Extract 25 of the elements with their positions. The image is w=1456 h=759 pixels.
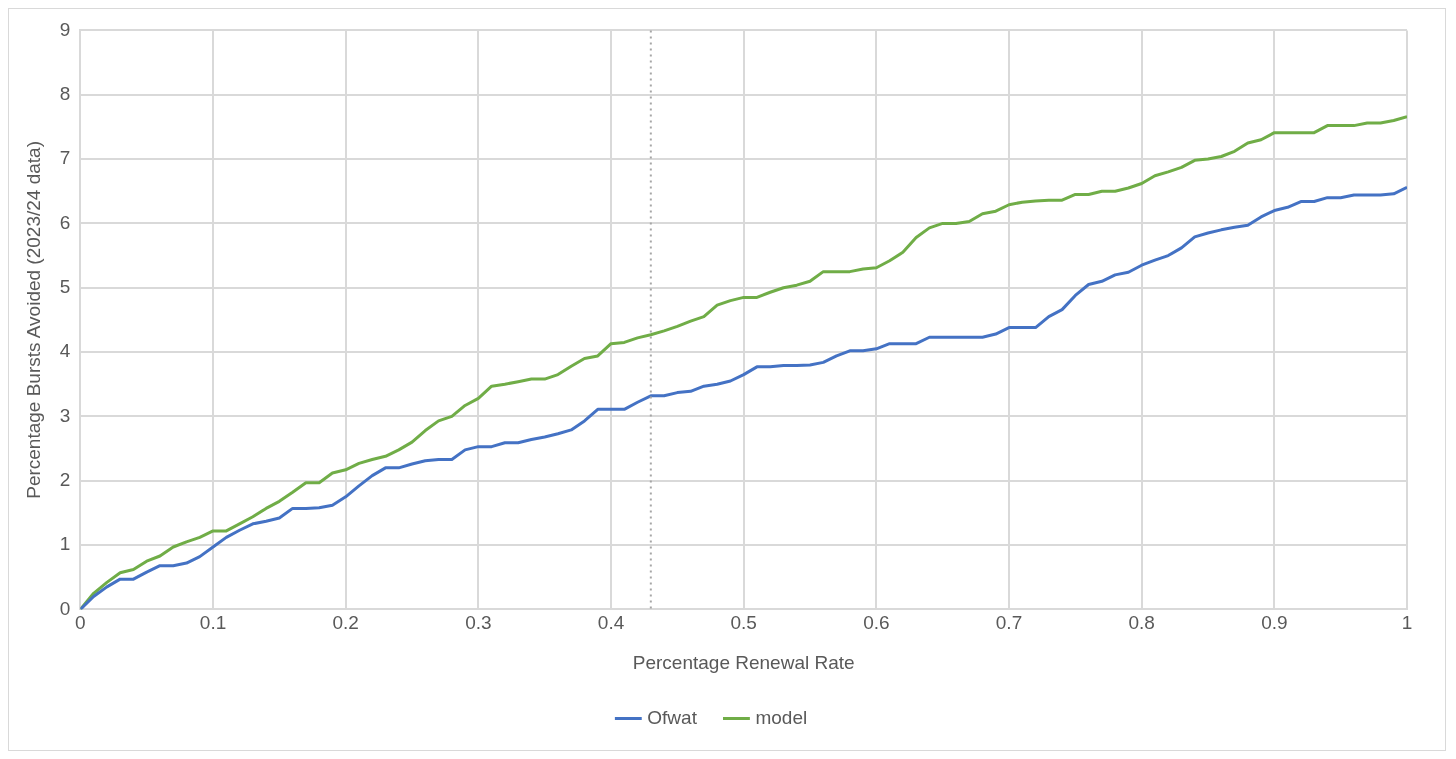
x-tick-label: 0.8 xyxy=(1128,612,1155,634)
y-tick-label: 1 xyxy=(59,533,71,555)
y-tick-label: 9 xyxy=(59,18,71,40)
x-tick-label: 0.3 xyxy=(465,612,492,634)
y-tick-label: 4 xyxy=(59,340,71,362)
y-tick-label: 5 xyxy=(59,275,71,297)
x-tick-label: 1 xyxy=(1401,612,1413,634)
y-tick-label: 7 xyxy=(59,147,71,169)
x-tick-label: 0.4 xyxy=(597,612,625,634)
x-tick-label: 0.5 xyxy=(730,612,757,634)
y-tick-label: 6 xyxy=(59,211,71,233)
x-tick-label: 0.2 xyxy=(332,612,359,634)
x-tick-label: 0 xyxy=(75,612,86,634)
x-tick-label: 0.1 xyxy=(199,612,227,634)
y-tick-label: 0 xyxy=(59,597,71,619)
legend-label: model xyxy=(755,706,808,728)
legend-label: Ofwat xyxy=(647,706,698,728)
y-tick-label: 3 xyxy=(59,404,71,426)
x-tick-label: 0.7 xyxy=(995,612,1023,634)
y-tick-label: 2 xyxy=(59,468,71,490)
y-axis-title: Percentage Bursts Avoided (2023/24 data) xyxy=(22,141,44,499)
x-tick-label: 0.6 xyxy=(863,612,890,634)
x-tick-label: 0.9 xyxy=(1261,612,1288,634)
y-tick-label: 8 xyxy=(59,82,71,104)
x-axis-title: Percentage Renewal Rate xyxy=(632,651,855,673)
